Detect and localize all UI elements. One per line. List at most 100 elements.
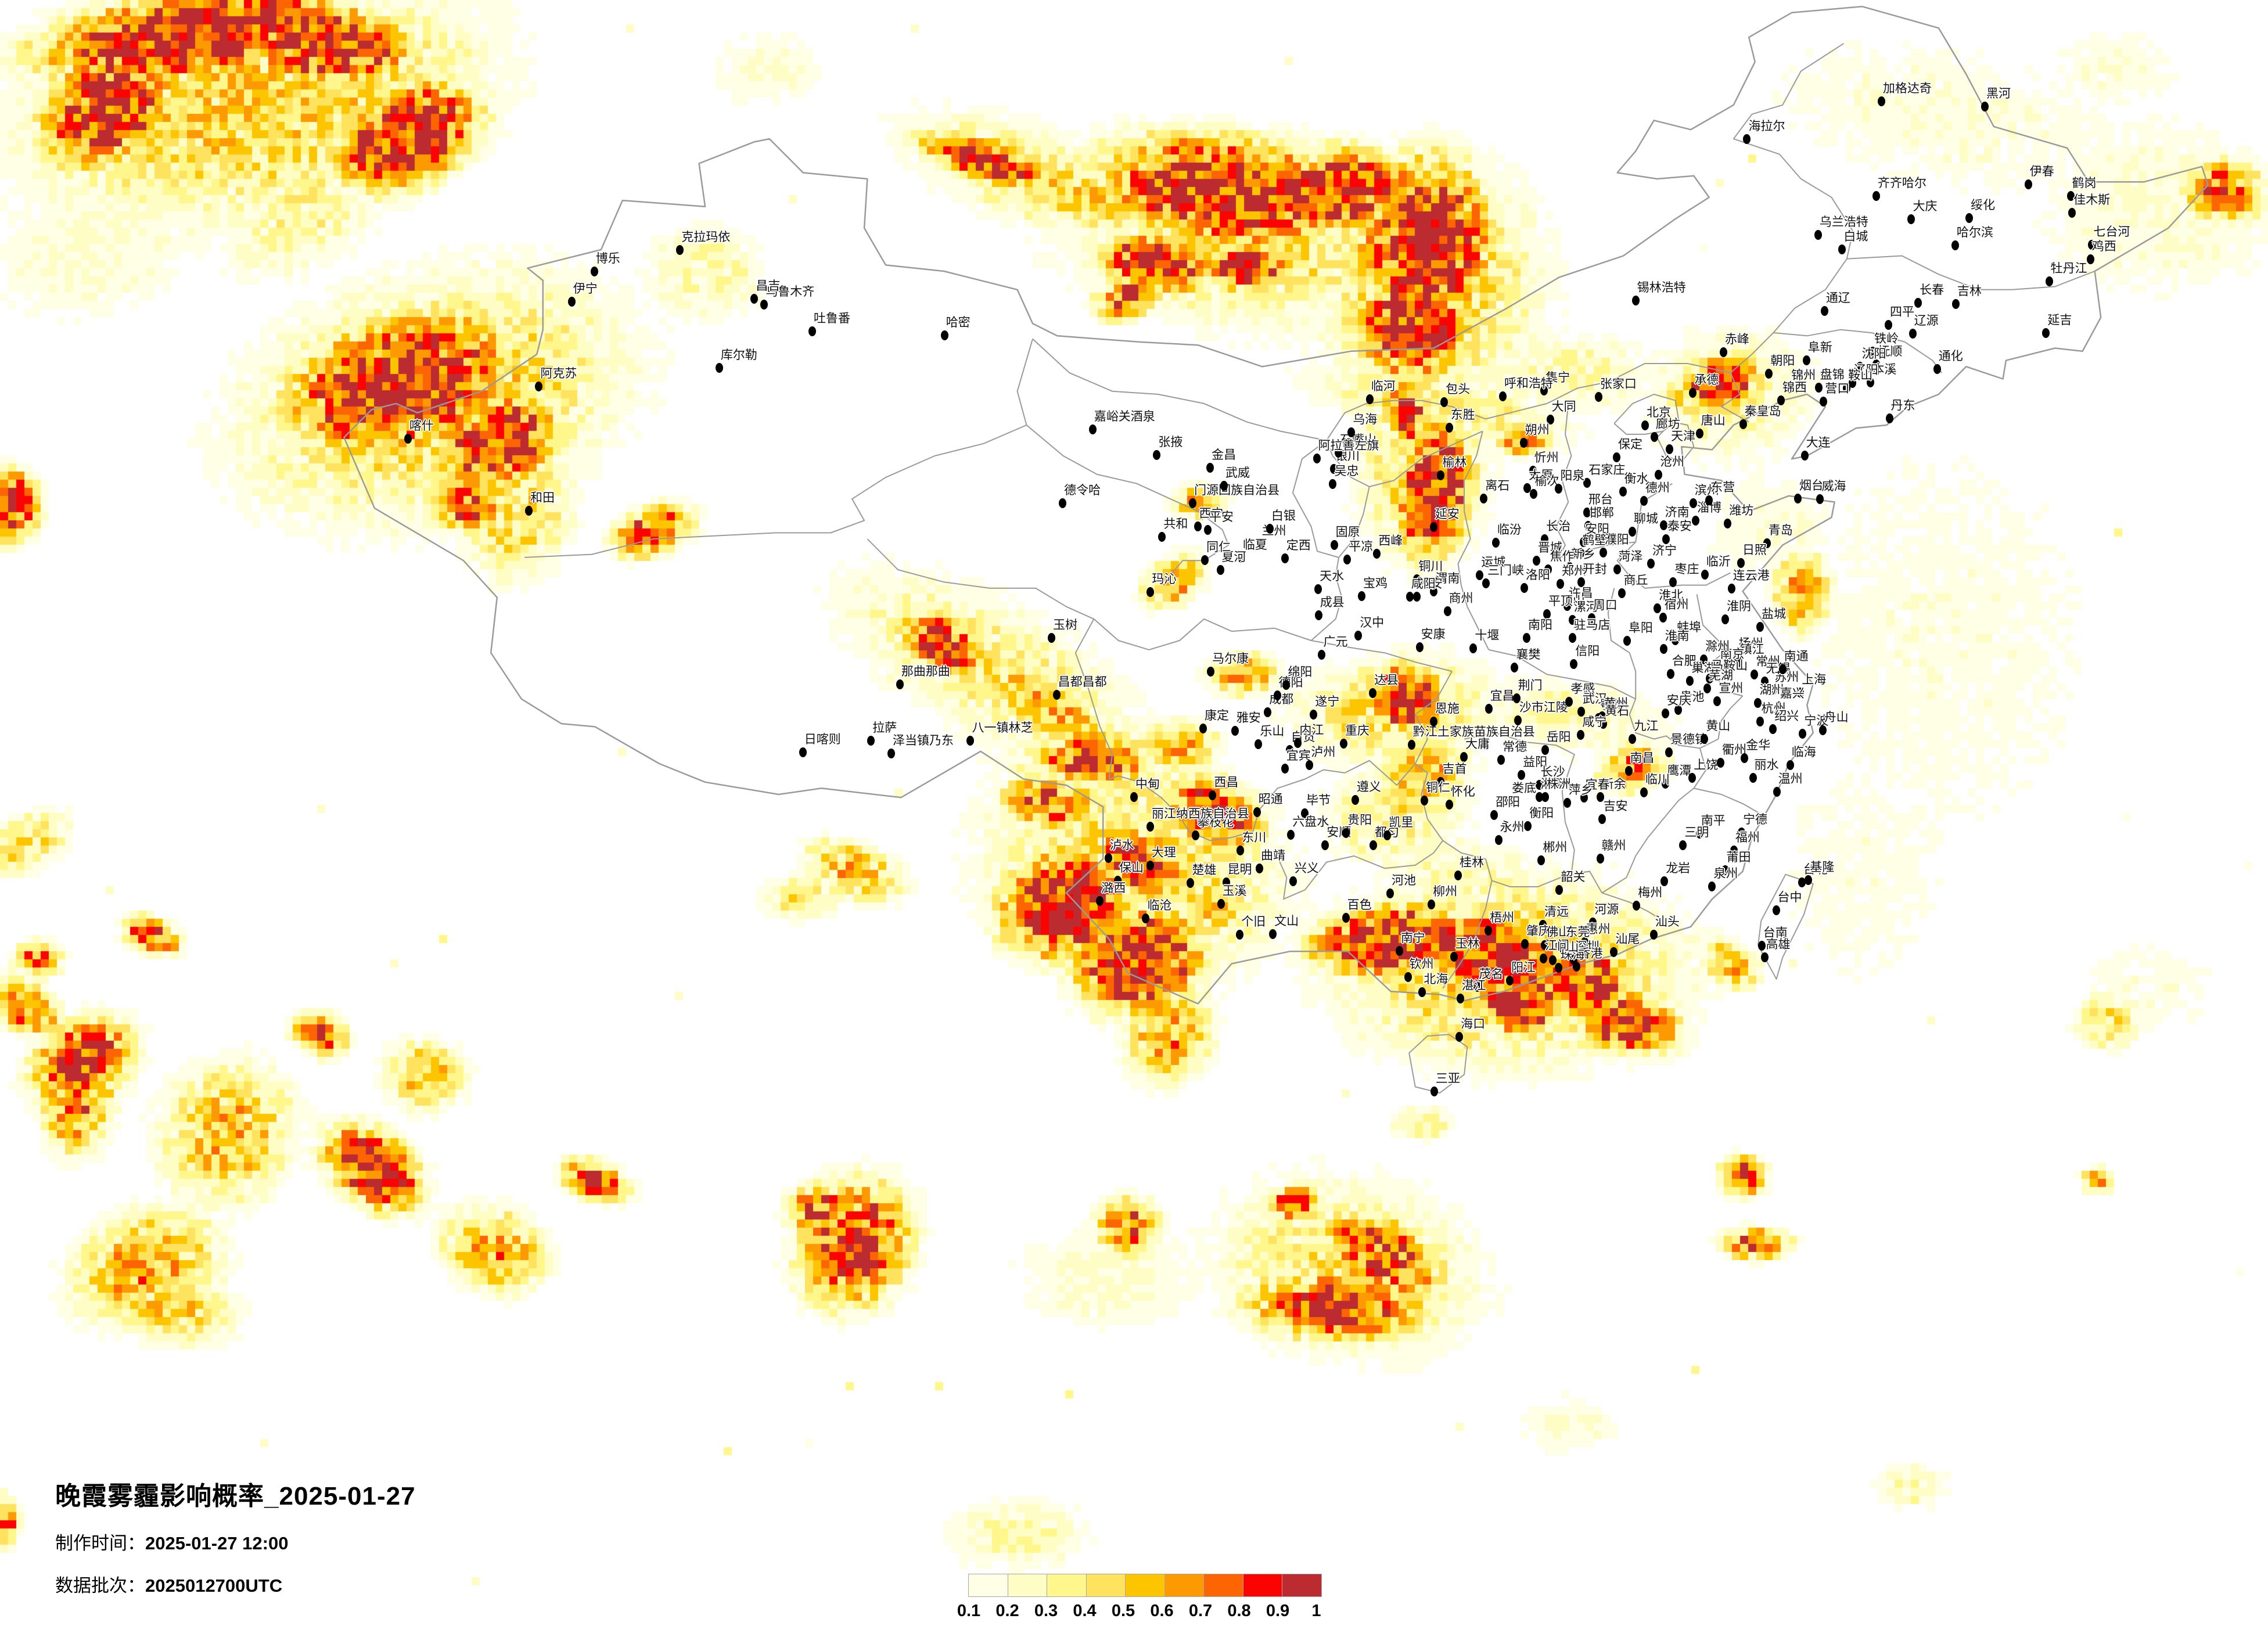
city-label: 遵义 [1356,780,1381,794]
city-dot [1754,697,1762,708]
legend-tick-row: 0.1 0.2 0.3 0.4 0.5 0.6 0.7 0.8 0.9 1 [957,1602,1322,1623]
city-label: 益阳 [1523,755,1548,769]
city-label: 贵池 [1680,690,1705,704]
city-dot [1518,769,1526,780]
province-border-line [1369,430,1483,487]
city-label: 沧州 [1660,455,1685,469]
city-dot [1877,96,1885,107]
city-dot [1329,479,1337,490]
city-dot [1659,520,1667,531]
city-label: 基隆 [1810,860,1835,874]
city-label: 辽阳 [1853,364,1878,377]
city-dot [1222,877,1230,888]
city-dot [1497,755,1505,765]
city-label: 保定 [1618,437,1642,451]
city-dot [1339,739,1347,749]
city-label: 宣州 [1719,681,1744,695]
city-dot [1885,413,1893,424]
city-dot [1310,709,1318,720]
city-dot [1294,738,1302,748]
legend-tick: 0.2 [995,1602,1019,1620]
title-block: 晚霞雾霾影响概率_2025-01-27 制作时间：2025-01-27 12:0… [55,1475,416,1597]
legend-cell [1282,1574,1322,1597]
city-dot [1708,882,1716,892]
city-label: 南京 [1720,647,1745,661]
city-label: 昌吉 [756,279,781,293]
city-label: 康定 [1205,709,1229,723]
city-label: 岳阳 [1546,730,1571,744]
city-label: 重庆 [1345,724,1370,738]
province-border-line [1613,394,1679,435]
city-label: 三门峡 [1487,563,1524,577]
city-dot [1715,661,1723,672]
legend-cell [1047,1574,1087,1597]
city-label: 台中 [1777,890,1802,904]
province-border-line [1846,255,2096,290]
city-label: 包头 [1446,382,1471,396]
city-dot [1476,570,1484,581]
city-label: 西昌 [1214,775,1239,789]
city-dot [1584,521,1592,531]
city-dot [1965,213,1974,224]
city-dot [1456,994,1464,1004]
city-label: 鞍山 [1848,368,1873,382]
city-label: 牡丹江 [2050,261,2087,275]
city-label: 黔江土家族苗族自治县 [1412,725,1535,739]
city-dot [1589,918,1597,928]
province-border-line [1310,557,1343,641]
city-label: 株洲 [1546,777,1571,791]
city-label: 衢州 [1722,743,1747,757]
city-label: 茂名 [1479,967,1504,981]
city-dot [1535,779,1543,790]
city-dot [1404,972,1412,982]
city-label: 清远 [1544,905,1569,919]
city-dot [535,381,543,391]
city-dot [1555,884,1563,895]
city-dot [1314,584,1322,594]
city-label: 菏泽 [1618,549,1643,563]
city-dot [1415,642,1424,653]
city-dot [1820,397,1828,407]
city-label: 同仁 [1206,541,1231,555]
city-dot [1314,610,1322,620]
city-label: 江门 [1545,938,1570,952]
city-dot [1480,494,1488,504]
city-dot [1541,940,1549,950]
city-label: 保山 [1119,861,1144,875]
city-label: 锡林浩特 [1637,281,1686,295]
city-dot [1706,674,1714,684]
city-label: 个旧 [1241,915,1266,929]
city-dot [1216,565,1224,575]
city-dot [1786,760,1794,771]
city-label: 呼和浩特 [1504,377,1553,391]
city-label: 集宁 [1545,371,1570,385]
city-label: 铜川 [1418,560,1443,573]
city-dot [1800,451,1809,461]
city-dot [1872,359,1881,370]
city-label: 贵阳 [1347,814,1372,828]
city-dot [1281,763,1289,774]
city-label: 宜春 [1585,778,1610,792]
city-dot [1209,790,1217,800]
city-dot [1220,481,1228,491]
city-dot [1237,552,1245,563]
city-dot [1549,955,1557,966]
city-label: 和田 [530,491,555,505]
city-label: 聊城 [1633,512,1658,526]
city-label: 黄州 [1604,696,1629,710]
city-label: 阳泉 [1560,469,1585,483]
city-dot [799,747,807,758]
city-dot [1772,905,1780,915]
city-dot [1158,531,1166,542]
city-dot [1594,392,1602,402]
city-label: 河池 [1392,873,1416,887]
city-label: 景德镇 [1670,733,1708,747]
city-label: 濮阳 [1604,533,1629,547]
city-label: 连云港 [1733,569,1770,582]
city-dot [1814,230,1822,240]
city-dot [1774,701,1782,711]
city-dot [867,736,875,746]
city-dot [1798,877,1806,888]
city-label: 毕节 [1306,793,1331,807]
city-label: 阿拉善左旗 [1318,438,1379,452]
